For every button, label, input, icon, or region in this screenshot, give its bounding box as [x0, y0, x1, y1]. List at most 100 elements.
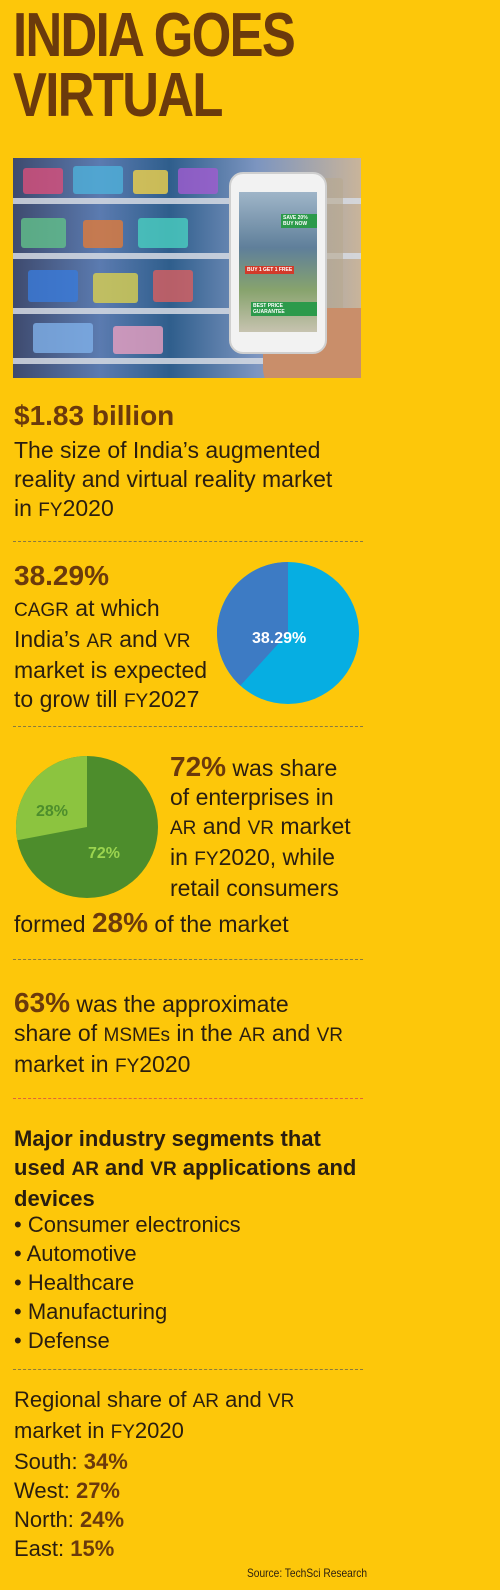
- stat3-line: of the market: [148, 911, 289, 937]
- stat2-fy: FY: [123, 691, 149, 712]
- ar-label: AR: [71, 1159, 99, 1180]
- stat1-text: The size of India’s augmented reality an…: [14, 436, 364, 525]
- stat1-line: The size of India’s augmented: [14, 437, 321, 463]
- region-row: West: 27%: [14, 1478, 120, 1503]
- region-row: North: 24%: [14, 1507, 124, 1532]
- msme-label: MSMEs: [103, 1025, 171, 1046]
- ar-label: AR: [192, 1391, 219, 1412]
- smartphone: SAVE 20% BUY NOW BUY 1 GET 1 FREE BEST P…: [229, 172, 327, 354]
- stat4-line: market in: [14, 1051, 115, 1077]
- stat3-consumer-share: 28%: [91, 907, 149, 938]
- phone-screen: SAVE 20% BUY NOW BUY 1 GET 1 FREE BEST P…: [239, 192, 317, 332]
- regional-heading-line: market in: [14, 1418, 111, 1443]
- stat4-value: 63%: [14, 987, 71, 1018]
- regional-heading-line: and: [218, 1387, 268, 1412]
- list-item: Healthcare: [14, 1268, 241, 1297]
- stat1-line: in: [14, 495, 32, 521]
- divider: [13, 726, 363, 727]
- stat4-line: and: [265, 1020, 317, 1046]
- segments-heading-line: and: [98, 1155, 151, 1180]
- title-line-1: INDIA GOES: [13, 1, 296, 70]
- stat3-line: 2020, while: [218, 844, 335, 870]
- region-label: South:: [14, 1449, 84, 1474]
- region-value: 24%: [80, 1507, 125, 1532]
- phone-tag: BEST PRICE GUARANTEE: [251, 302, 317, 316]
- title-line-2: VIRTUAL: [13, 61, 223, 130]
- stat3-text: 72% was share of enterprises in AR and V…: [170, 752, 370, 903]
- pie-slice-cagr: [217, 562, 288, 686]
- segments-heading-line: applications and: [176, 1155, 357, 1180]
- stat4-line: share of: [14, 1020, 104, 1046]
- region-value: 15%: [70, 1536, 115, 1561]
- segments-heading-line: Major industry segments that: [14, 1126, 321, 1151]
- divider: [13, 1369, 363, 1370]
- stat3-line: in: [170, 844, 195, 870]
- vr-label: VR: [267, 1391, 295, 1412]
- divider: [13, 1098, 363, 1099]
- segments-list: Consumer electronics Automotive Healthca…: [14, 1210, 241, 1355]
- stat2-line: market is expected: [14, 657, 208, 683]
- ar-label: AR: [239, 1025, 266, 1046]
- cagr-pie-chart: 38.29%: [217, 562, 359, 704]
- cagr-label: CAGR: [14, 600, 69, 621]
- list-item: Automotive: [14, 1239, 241, 1268]
- stat2-line: to grow till: [14, 686, 124, 712]
- segments-heading-line: used: [14, 1155, 72, 1180]
- ar-label: AR: [170, 818, 197, 839]
- phone-tag: SAVE 20% BUY NOW: [281, 214, 317, 228]
- region-value: 34%: [83, 1449, 128, 1474]
- stat4-line: was the approximate: [70, 991, 289, 1017]
- region-row: South: 34%: [14, 1449, 128, 1474]
- vr-label: VR: [316, 1025, 344, 1046]
- region-label: East:: [14, 1536, 71, 1561]
- segments-heading: Major industry segments that used AR and…: [14, 1124, 374, 1213]
- region-label: North:: [14, 1507, 81, 1532]
- stat3-line: market: [273, 813, 351, 839]
- stat3-value: 72%: [170, 751, 227, 782]
- vr-label: VR: [247, 818, 274, 839]
- divider: [13, 959, 363, 960]
- stat3-line: retail consumers: [170, 875, 339, 901]
- segments-heading-line: devices: [14, 1186, 95, 1211]
- stat2-year: 2027: [148, 686, 200, 712]
- vr-label: VR: [150, 1159, 177, 1180]
- source-note: Source: TechSci Research: [247, 1566, 368, 1580]
- phone-tag: BUY 1 GET 1 FREE: [245, 266, 295, 274]
- stat2-line: and: [112, 626, 165, 652]
- region-value: 27%: [75, 1478, 120, 1503]
- stat4-line: in the: [170, 1020, 240, 1046]
- stat1-year: 2020: [62, 495, 114, 521]
- regional-year: 2020: [134, 1418, 184, 1443]
- list-item: Consumer electronics: [14, 1210, 241, 1239]
- pie-label-consumers: 28%: [36, 803, 68, 820]
- stat3-line: of enterprises in: [170, 784, 334, 810]
- regional-heading-line: Regional share of: [14, 1387, 193, 1412]
- hero-image: SAVE 20% BUY NOW BUY 1 GET 1 FREE BEST P…: [13, 158, 361, 378]
- stat2-line: India’s: [14, 626, 87, 652]
- ar-label: AR: [86, 631, 113, 652]
- pie-label-cagr: 38.29%: [252, 630, 306, 647]
- stat4-year: 2020: [139, 1051, 191, 1077]
- page-title: INDIA GOES VIRTUAL: [13, 5, 357, 127]
- list-item: Defense: [14, 1326, 241, 1355]
- region-label: West:: [14, 1478, 76, 1503]
- stat4-text: 63% was the approximate share of MSMEs i…: [14, 988, 364, 1081]
- vr-label: VR: [164, 631, 191, 652]
- stat3-line: and: [196, 813, 248, 839]
- stat1-line: reality and virtual reality market: [14, 466, 333, 492]
- stat4-fy: FY: [114, 1056, 140, 1077]
- stat2-value: 38.29%: [14, 560, 109, 591]
- pie-label-enterprises: 72%: [88, 845, 120, 862]
- stat3-footer: formed 28% of the market: [14, 908, 364, 939]
- regional-share: Regional share of AR and VR market in FY…: [14, 1385, 374, 1563]
- stat3-line: formed: [14, 911, 92, 937]
- stat3-fy: FY: [194, 849, 219, 870]
- list-item: Manufacturing: [14, 1297, 241, 1326]
- stat2-line: at which: [68, 595, 160, 621]
- divider: [13, 541, 363, 542]
- region-row: East: 15%: [14, 1536, 114, 1561]
- stat2-text: CAGR at which India’s AR and VR market i…: [14, 594, 224, 716]
- share-pie-chart: 28% 72%: [15, 756, 158, 898]
- pie-slice-consumers: [15, 756, 87, 841]
- stat1-value: $1.83 billion: [14, 400, 175, 431]
